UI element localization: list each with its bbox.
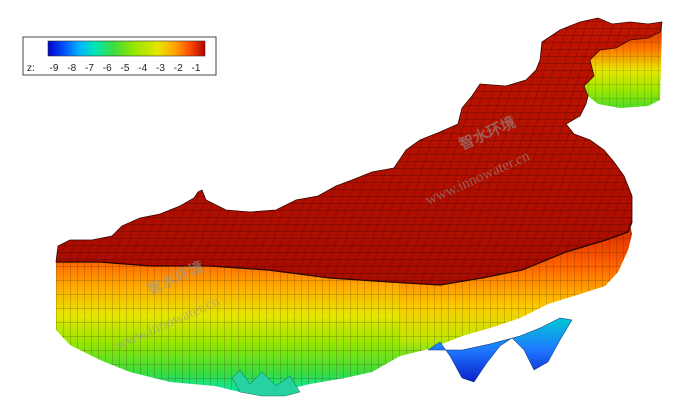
legend-tick-label: -2 <box>174 63 183 74</box>
model-rim <box>56 221 633 286</box>
legend-tick-label: -9 <box>50 63 59 74</box>
legend-tick-label: -3 <box>156 63 165 74</box>
legend-tick-label: -7 <box>85 63 94 74</box>
color-legend: z: -9 -8 -7 -6 -5 -4 -3 -2 -1 <box>22 36 217 76</box>
legend-tick-label: -4 <box>138 63 147 74</box>
legend-tick-label: -6 <box>103 63 112 74</box>
legend-tick-label: -8 <box>67 63 76 74</box>
deep-layer-pocket <box>427 317 573 383</box>
legend-tick-label: -1 <box>192 63 201 74</box>
aquifer-model <box>55 17 663 397</box>
legend-variable-label: z: <box>27 63 35 74</box>
legend-ticks: -9 -8 -7 -6 -5 -4 -3 -2 -1 <box>50 63 201 74</box>
legend-tick-label: -5 <box>121 63 130 74</box>
legend-colorbar <box>47 40 206 57</box>
